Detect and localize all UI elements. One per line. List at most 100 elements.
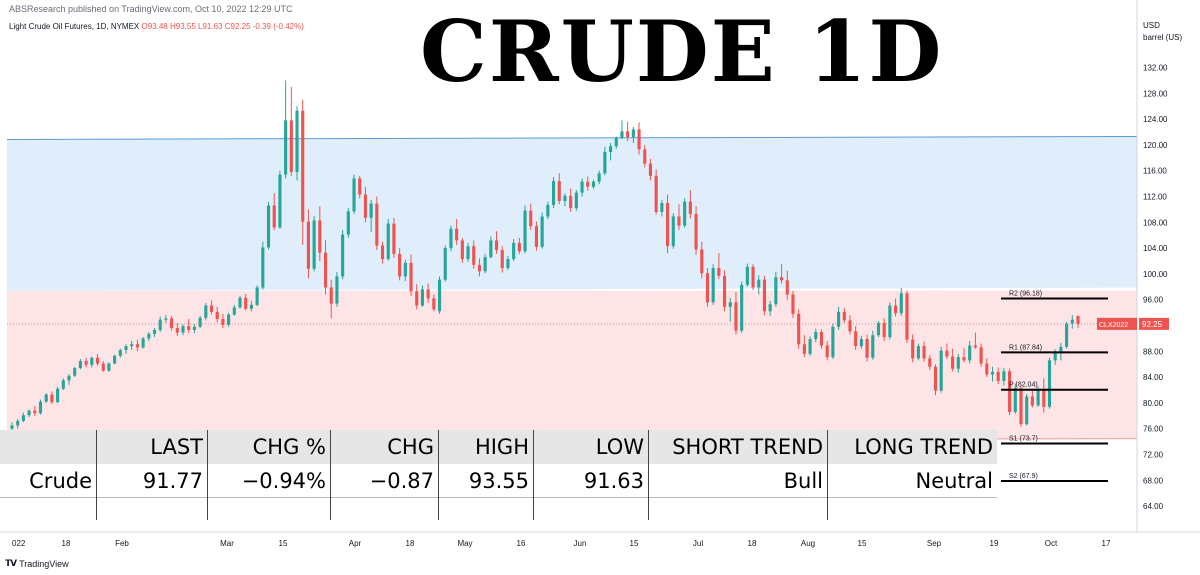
candle-body (791, 294, 795, 314)
candle-body (996, 371, 1000, 381)
candle-body (951, 356, 955, 369)
tradingview-brand[interactable]: 𝗧𝗩 TradingView (5, 558, 69, 569)
candle-body (814, 331, 818, 340)
quote-table: LAST CHG % CHG HIGH LOW SHORT TREND LONG… (0, 430, 997, 520)
price-tick-label: 68.00 (1143, 476, 1164, 485)
candle-body (73, 368, 77, 376)
time-tick-label: 18 (62, 539, 71, 548)
candle-body (774, 277, 778, 305)
candle-body (911, 339, 915, 359)
candle-body (831, 326, 835, 358)
quote-table-row: Crude 91.77 −0.94% −0.87 93.55 91.63 Bul… (0, 464, 997, 498)
candle-body (284, 120, 288, 175)
candle-body (170, 318, 174, 329)
red-zone (7, 290, 1137, 442)
header-cell-chg-pct: CHG % (207, 430, 331, 464)
candle-body (67, 375, 71, 381)
candle-body (597, 173, 601, 182)
zones-layer (6, 135, 1138, 443)
time-tick-label: Sep (927, 539, 942, 548)
candle-body (968, 345, 972, 361)
candle-body (534, 226, 539, 247)
pivot-label: R1 (87.84) (1009, 344, 1042, 351)
candle-body (608, 146, 613, 152)
candle-body (95, 357, 100, 364)
time-tick-label: 18 (748, 539, 757, 548)
candle-body (694, 213, 698, 250)
header-cell-long-trend: LONG TREND (827, 430, 997, 464)
price-tick-label: 88.00 (1143, 347, 1164, 356)
candle-body (722, 275, 727, 307)
cell-chg-pct: −0.94% (207, 464, 331, 498)
candle-body (1025, 396, 1029, 425)
candle-body (16, 420, 20, 426)
candle-body (358, 178, 362, 195)
currency-label: USD (1143, 21, 1160, 30)
candle-body (420, 289, 425, 306)
price-tick-label: 120.00 (1143, 141, 1168, 150)
candle-body (466, 246, 470, 260)
candle-body (665, 202, 670, 247)
tradingview-logo-icon: 𝗧𝗩 (5, 558, 17, 568)
candle-body (1008, 371, 1012, 412)
candle-body (648, 163, 653, 176)
candle-body (888, 305, 892, 338)
candle-body (363, 194, 368, 218)
header-cell-blank (0, 430, 97, 464)
candle-body (10, 425, 14, 429)
time-tick-label: 022 (12, 539, 26, 548)
candle-body (620, 131, 624, 138)
candle-body (398, 253, 402, 277)
candle-body (386, 223, 390, 260)
cell-high: 93.55 (438, 464, 534, 498)
candle-body (21, 415, 25, 421)
candle-body (272, 205, 276, 228)
candle-body (278, 174, 282, 228)
candle-body (437, 279, 442, 312)
candle-body (84, 360, 88, 365)
time-tick-label: Feb (115, 539, 129, 548)
candle-body (882, 322, 886, 338)
candle-body (301, 110, 305, 222)
price-tick-label: 80.00 (1143, 399, 1164, 408)
candle-body (728, 302, 732, 307)
candle-body (945, 350, 949, 357)
candle-body (323, 252, 328, 288)
price-tick-label: 128.00 (1143, 89, 1168, 98)
time-tick-label: Aug (801, 539, 815, 548)
candle-body (614, 137, 618, 147)
candle-body (443, 248, 447, 280)
candle-body (403, 262, 407, 277)
candle-body (50, 394, 54, 403)
header-cell-short-trend: SHORT TREND (648, 430, 828, 464)
candle-body (1053, 351, 1057, 361)
candle-body (580, 181, 584, 193)
price-tick-label: 96.00 (1143, 296, 1164, 305)
candle-body (637, 129, 641, 150)
candle-body (489, 240, 493, 258)
candle-body (540, 216, 544, 247)
candle-body (192, 326, 196, 331)
candle-body (198, 317, 202, 327)
chart-title: CRUDE 1D (420, 2, 944, 101)
header-cell-low: LOW (533, 430, 649, 464)
candle-body (899, 293, 903, 314)
time-tick-label: 15 (630, 539, 639, 548)
candle-body (603, 151, 607, 174)
candle-body (677, 216, 681, 226)
candle-body (329, 287, 333, 304)
candle-body (1019, 388, 1023, 425)
price-tick-label: 132.00 (1143, 64, 1168, 73)
ohlc-close: C92.25 (224, 22, 251, 31)
pivot-label: P (82.04) (1009, 382, 1038, 389)
candle-body (848, 320, 852, 332)
ohlc-change: -0.39 (-0.42%) (252, 22, 304, 31)
candle-body (56, 388, 60, 403)
candle-body (369, 203, 373, 218)
candle-body (512, 242, 516, 260)
candle-body (626, 131, 630, 138)
candle-body (1036, 390, 1040, 406)
unit-label: barrel (US) (1143, 33, 1183, 42)
candle-body (392, 223, 396, 254)
candle-body (33, 410, 37, 414)
